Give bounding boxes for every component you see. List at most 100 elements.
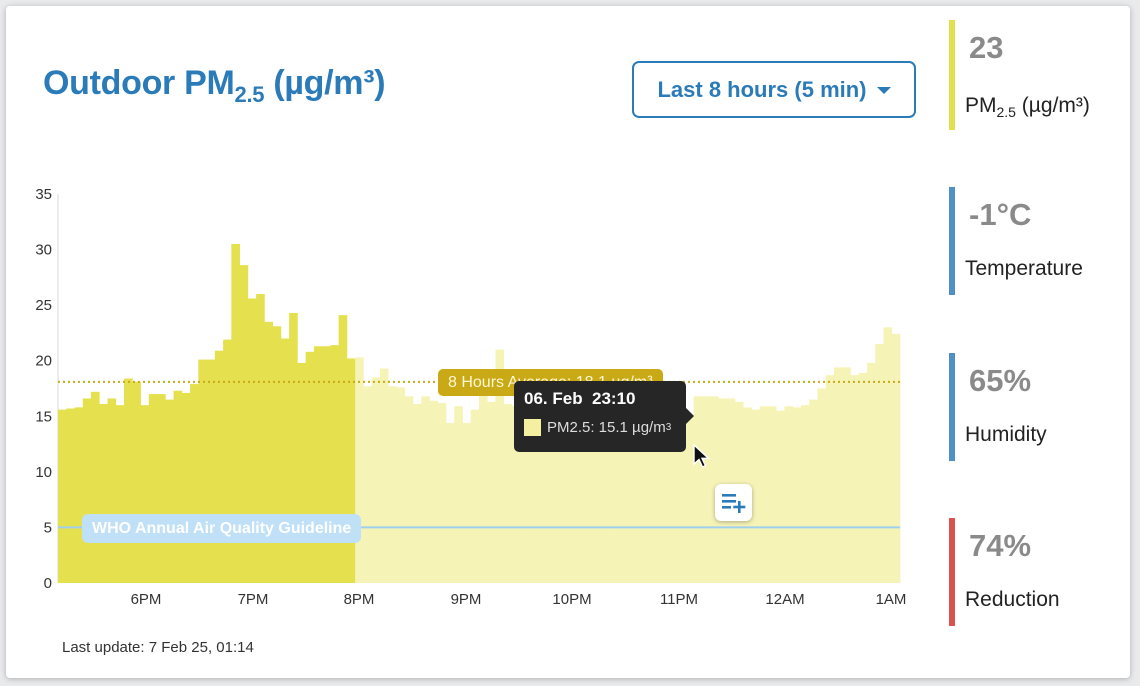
who-guideline-label: WHO Annual Air Quality Guideline [82,514,362,543]
data-bar [305,351,315,583]
x-tick-label: 9PM [451,591,482,608]
chart-tooltip: 06. Feb 23:10 PM2.5: 15.1 µg/m 3 [514,381,694,452]
data-bar [190,384,199,583]
y-tick-label: 10 [35,464,52,481]
data-bar [850,375,860,583]
metric-reduction: 74% Reduction [949,518,1129,626]
data-bar [503,404,513,583]
page-title: Outdoor PM2.5 (µg/m³) [43,64,386,107]
metric-reduction-color-bar [949,518,955,626]
data-bar [668,405,678,583]
data-bar [346,358,356,583]
data-bar [594,411,604,583]
data-bar [545,401,554,583]
x-tick-label: 12AM [765,591,804,608]
data-bar [272,326,282,583]
x-tick-label: 8PM [344,591,375,608]
data-bar [165,399,174,583]
chart-menu-button[interactable] [715,484,752,521]
data-bar [875,344,884,583]
metric-temperature-value: -1°C [969,197,1032,232]
metric-temperature-color-bar [949,187,955,295]
y-tick-label: 35 [35,186,52,203]
y-tick-label: 20 [35,353,52,370]
tooltip-date: 06. Feb 23:10 [524,389,636,408]
data-bar [883,327,893,583]
data-bar [842,367,851,583]
mouse-pointer-icon [693,444,711,468]
data-bar [627,409,637,583]
data-bar [784,406,794,583]
data-bar [280,338,290,583]
data-bar [82,398,92,583]
data-bar [239,265,249,583]
data-bar [322,346,331,583]
data-bar [536,374,546,583]
metric-temperature-label: Temperature [965,257,1083,280]
data-bar [553,389,562,583]
data-bar [693,396,703,583]
data-bar [470,409,480,583]
data-bar [462,422,472,583]
data-bar [561,406,571,583]
data-bar [652,416,661,583]
data-bar [825,375,835,583]
data-bar [198,359,207,583]
data-bar [223,339,232,583]
data-bar [528,387,538,583]
metric-reduction-label: Reduction [965,588,1060,611]
data-bar [91,391,100,583]
chevron-down-icon [876,87,891,94]
data-bar [388,386,397,583]
tooltip-value: PM2.5: 15.1 µg/m [547,419,666,436]
data-bar [338,315,348,583]
metric-pm25-label: PM2.5 (µg/m³) [965,94,1090,121]
x-tick-label: 11PM [660,591,698,608]
data-bar [115,405,125,583]
metric-pm25-color-bar [949,20,955,130]
data-bar [363,386,373,583]
data-bar [173,390,183,583]
metric-temperature: -1°C Temperature [949,187,1129,295]
x-tick-label: 6PM [131,591,162,608]
data-bar [495,349,505,583]
data-bar [58,409,67,583]
data-bar [817,388,827,583]
tooltip-unit-superscript: 3 [665,422,672,433]
data-bar [685,416,694,583]
y-tick-label: 5 [44,519,52,536]
data-bar [355,357,364,583]
time-range-dropdown[interactable]: Last 8 hours (5 min) [632,61,916,118]
data-bar [602,412,612,583]
data-bar [792,407,802,583]
data-bar [99,404,108,583]
data-bar [157,394,166,583]
data-bar [891,334,901,583]
data-bar [644,391,653,583]
data-bar [578,402,587,583]
data-bar [140,405,150,583]
data-bar [289,312,298,583]
data-bar [214,350,224,583]
data-bar [586,401,595,583]
y-tick-label: 0 [44,575,52,592]
data-bar [256,294,265,583]
metric-pm25: 23 PM2.5 (µg/m³) [949,20,1129,130]
x-tick-label: 7PM [238,591,269,608]
y-tick-label: 15 [35,408,52,425]
data-bar [396,387,406,583]
data-bar [181,392,191,583]
data-bar [677,409,686,583]
data-bar [710,396,719,583]
last-update-text: Last update: 7 Feb 25, 01:14 [62,639,254,656]
data-bar [148,394,158,583]
data-bar [107,398,117,583]
data-bar [454,406,463,583]
metric-humidity-color-bar [949,353,955,461]
data-bar [231,244,240,583]
data-bar [132,381,141,583]
y-tick-label: 25 [35,297,52,314]
data-bar [660,416,670,583]
data-bar [520,390,529,583]
